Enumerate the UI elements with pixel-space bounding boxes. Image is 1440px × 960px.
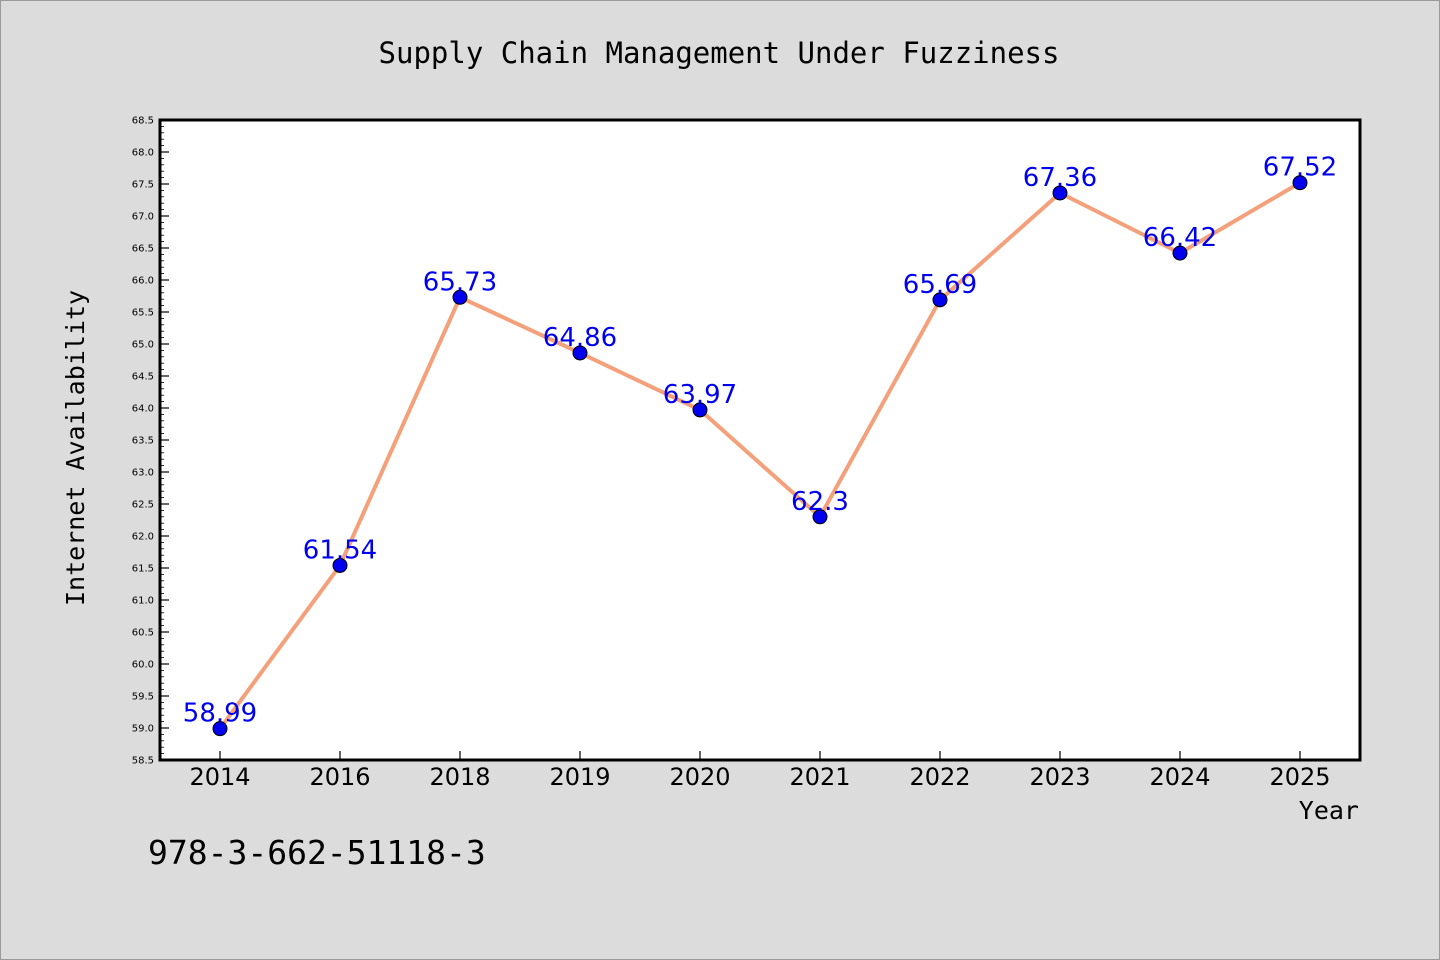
y-tick-label: 65.0 <box>132 340 154 351</box>
data-point <box>1172 245 1188 261</box>
series: 58.99 61.54 65.73 64.86 63.97 62.3 65.69 67.36 6… <box>183 153 1337 737</box>
data-label: 67.52 <box>1263 153 1337 183</box>
y-tick-label: 61.0 <box>132 596 154 607</box>
data-label: 66.42 <box>1143 223 1217 253</box>
x-tick-label: 2014 <box>189 763 250 791</box>
y-tick-label: 64.0 <box>132 404 154 415</box>
y-axis: 58.5 59.0 59.5 60.0 60.5 61.0 61.5 62.0 62.5 63.0… <box>132 116 169 767</box>
data-point <box>572 345 588 361</box>
x-axis-label: Year <box>1299 796 1359 825</box>
y-tick-label: 68.5 <box>132 116 154 127</box>
data-point <box>212 721 228 737</box>
x-axis: 2014 2016 2018 2019 2020 2021 2022 2023 2024 2025 <box>189 751 1331 791</box>
data-point <box>812 509 828 525</box>
y-tick-label: 61.5 <box>132 564 154 575</box>
data-label: 61.54 <box>303 535 377 565</box>
isbn-text: 978-3-662-51118-3 <box>148 833 486 872</box>
data-point <box>932 292 948 308</box>
data-point <box>332 557 348 573</box>
x-tick-label: 2016 <box>309 763 370 791</box>
data-label: 65.73 <box>423 267 497 297</box>
data-label: 65.69 <box>903 270 977 300</box>
x-tick-label: 2022 <box>909 763 970 791</box>
data-label: 67.36 <box>1023 163 1097 193</box>
x-tick-label: 2023 <box>1029 763 1090 791</box>
y-tick-label: 66.5 <box>132 244 154 255</box>
data-point <box>1292 175 1308 191</box>
y-tick-label: 58.5 <box>132 756 154 767</box>
y-tick-label: 63.0 <box>132 468 154 479</box>
x-tick-label: 2024 <box>1149 763 1210 791</box>
x-tick-label: 2020 <box>669 763 730 791</box>
y-tick-label: 60.5 <box>132 628 154 639</box>
data-label: 64.86 <box>543 323 617 353</box>
y-tick-label: 59.5 <box>132 692 154 703</box>
data-point <box>1052 185 1068 201</box>
y-tick-label: 68.0 <box>132 148 154 159</box>
y-tick-label: 67.5 <box>132 180 154 191</box>
chart-title: Supply Chain Management Under Fuzziness <box>379 36 1060 70</box>
y-tick-label: 62.0 <box>132 532 154 543</box>
y-tick-label: 59.0 <box>132 724 154 735</box>
x-tick-label: 2025 <box>1269 763 1330 791</box>
y-tick-label: 67.0 <box>132 212 154 223</box>
y-tick-label: 66.0 <box>132 276 154 287</box>
y-tick-label: 60.0 <box>132 660 154 671</box>
x-tick-label: 2019 <box>549 763 610 791</box>
y-tick-label: 63.5 <box>132 436 154 447</box>
y-tick-label: 65.5 <box>132 308 154 319</box>
y-tick-label: 64.5 <box>132 372 154 383</box>
data-label: 58.99 <box>183 699 257 729</box>
data-point <box>692 402 708 418</box>
y-tick-label: 62.5 <box>132 500 154 511</box>
series-line <box>218 180 1302 730</box>
data-label: 63.97 <box>663 380 737 410</box>
x-tick-label: 2021 <box>789 763 850 791</box>
data-label: 62.3 <box>791 487 849 517</box>
data-point <box>452 289 468 305</box>
plot-area <box>158 118 1362 762</box>
y-axis-label: Internet Availability <box>61 290 90 606</box>
x-tick-label: 2018 <box>429 763 490 791</box>
